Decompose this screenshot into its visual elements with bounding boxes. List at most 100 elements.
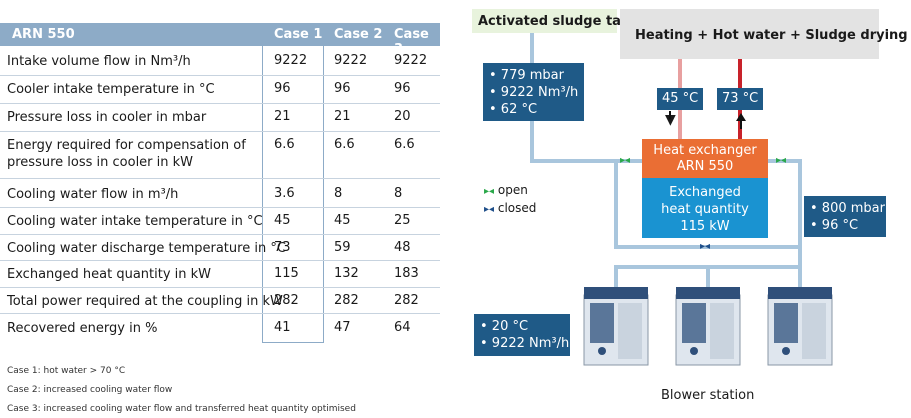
cell-case-2: 96 <box>334 81 351 96</box>
row-label: Intake volume flow in Nm³/h <box>7 54 191 69</box>
inlet-pressure: • 779 mbar <box>489 68 564 83</box>
cell-case-1: 73 <box>274 240 291 255</box>
cell-case-1: 45 <box>274 213 291 228</box>
outlet-pressure: • 800 mbar <box>810 201 885 216</box>
pipe-bypass-bottom <box>614 245 798 249</box>
intake-info-box: • 20 °C • 9222 Nm³/h <box>474 314 570 356</box>
blower-unit <box>675 287 741 366</box>
arrow-up-shaft <box>740 117 742 129</box>
cell-case-3: 8 <box>394 186 403 201</box>
heat-exchanger-title: Heat exchanger <box>653 143 757 158</box>
intake-flow: • 9222 Nm³/h <box>480 336 570 351</box>
row-label: Pressure loss in cooler in mbar <box>7 110 207 125</box>
activated-sludge-tank-label: Activated sludge tank <box>478 14 639 29</box>
legend: ▸◂ open ▸◂ closed <box>484 182 536 218</box>
cell-case-3: 64 <box>394 320 411 335</box>
valve-open-icon: ▸◂ <box>620 155 631 166</box>
header-case-3: Case 3 <box>394 27 429 57</box>
header-case-2: Case 2 <box>334 27 383 42</box>
cell-case-2: 45 <box>334 213 351 228</box>
cell-case-2: 282 <box>334 293 359 308</box>
inlet-flow: • 9222 Nm³/h <box>489 85 579 100</box>
cell-case-2: 47 <box>334 320 351 335</box>
row-label: Total power required at the coupling in … <box>7 294 283 309</box>
exchanged-value: 115 kW <box>680 219 730 234</box>
row-divider <box>0 131 440 132</box>
blower-station-label: Blower station <box>661 388 755 403</box>
activated-sludge-tank: Activated sludge tank <box>472 9 639 33</box>
exchanged-line-1: Exchanged <box>669 185 741 200</box>
valve-open-icon: ▸◂ <box>776 155 787 166</box>
water-in-temp-box: 45 °C <box>657 88 703 110</box>
row-divider <box>0 207 440 208</box>
heat-exchanger-model: ARN 550 <box>676 159 734 174</box>
row-label: Energy required for compensation of <box>7 138 246 153</box>
row-divider <box>0 178 440 179</box>
row-divider <box>0 287 440 288</box>
footnote-case-3: Case 3: increased cooling water flow and… <box>7 404 356 414</box>
row-divider <box>0 234 440 235</box>
cell-case-3: 96 <box>394 81 411 96</box>
cell-case-3: 183 <box>394 266 419 281</box>
legend-closed-label: closed <box>497 201 537 215</box>
heating-consumer-box: Heating + Hot water + Sludge drying <box>620 9 908 59</box>
cell-case-2: 6.6 <box>334 137 355 152</box>
cell-case-3: 282 <box>394 293 419 308</box>
row-divider <box>0 313 440 314</box>
cell-case-3: 25 <box>394 213 411 228</box>
blower-unit <box>767 287 833 366</box>
case-1-highlight <box>262 46 324 343</box>
row-divider <box>0 260 440 261</box>
cell-case-3: 9222 <box>394 53 428 68</box>
row-label: Cooling water intake temperature in °C <box>7 214 263 229</box>
cell-case-1: 9222 <box>274 53 308 68</box>
cell-case-3: 6.6 <box>394 137 415 152</box>
table-header: ARN 550 Case 1 Case 2 Case 3 <box>0 23 440 57</box>
cell-case-3: 20 <box>394 109 411 124</box>
row-label: Recovered energy in % <box>7 321 158 336</box>
cell-case-1: 6.6 <box>274 137 295 152</box>
cell-case-2: 59 <box>334 240 351 255</box>
arrow-up-icon <box>736 113 746 121</box>
row-label-line-2: pressure loss in cooler in kW <box>7 155 194 170</box>
outlet-info-box: • 800 mbar • 96 °C <box>804 196 886 237</box>
row-label: Cooling water flow in m³/h <box>7 187 179 202</box>
cell-case-2: 132 <box>334 266 359 281</box>
header-case-1: Case 1 <box>274 27 323 42</box>
inlet-info-box: • 779 mbar • 9222 Nm³/h • 62 °C <box>483 63 584 121</box>
pipe-right-horizontal <box>768 159 802 163</box>
heat-exchanger: Heat exchanger ARN 550 <box>642 139 768 178</box>
arrow-down-shaft <box>669 111 671 119</box>
pipe-blower-2 <box>706 265 710 293</box>
inlet-temperature: • 62 °C <box>489 102 538 117</box>
pipe-blower-3 <box>798 265 802 293</box>
cell-case-2: 21 <box>334 109 351 124</box>
legend-open-label: open <box>497 183 528 197</box>
cell-case-3: 48 <box>394 240 411 255</box>
valve-closed-icon: ▸◂ <box>700 241 711 252</box>
pipe-left-horizontal <box>530 159 642 163</box>
arrow-down-icon: ▼ <box>665 112 676 128</box>
outlet-temperature: • 96 °C <box>810 218 859 233</box>
cell-case-1: 115 <box>274 266 299 281</box>
water-out-temp-box: 73 °C <box>717 88 763 110</box>
row-label: Cooling water discharge temperature in °… <box>7 241 286 256</box>
heating-consumer-label: Heating + Hot water + Sludge drying <box>635 28 908 43</box>
intake-temperature: • 20 °C <box>480 319 529 334</box>
row-label: Exchanged heat quantity in kW <box>7 267 212 282</box>
footnote-case-2: Case 2: increased cooling water flow <box>7 385 173 395</box>
cell-case-1: 41 <box>274 320 291 335</box>
legend-closed-icon: ▸◂ <box>484 204 495 215</box>
pipe-right-vertical <box>798 159 802 269</box>
exchanged-line-2: heat quantity <box>661 202 749 217</box>
footnote-case-1: Case 1: hot water > 70 °C <box>7 366 126 376</box>
cell-case-2: 9222 <box>334 53 368 68</box>
cell-case-1: 3.6 <box>274 186 295 201</box>
cell-case-1: 282 <box>274 293 299 308</box>
cell-case-1: 96 <box>274 81 291 96</box>
cell-case-2: 8 <box>334 186 343 201</box>
legend-open-icon: ▸◂ <box>484 186 495 197</box>
pipe-blower-1 <box>614 265 618 293</box>
pipe-bypass-left <box>614 159 618 249</box>
water-out-temp: 73 °C <box>722 91 759 106</box>
